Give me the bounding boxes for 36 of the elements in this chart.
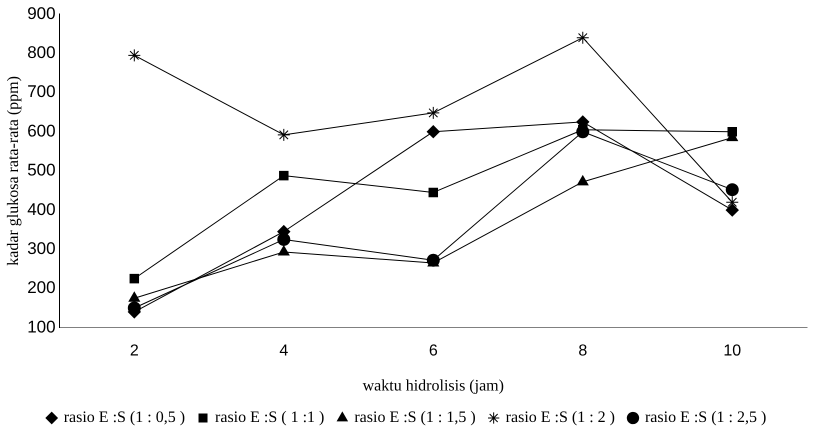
x-tick-label: 6: [428, 342, 438, 360]
x-tick-label: 2: [130, 342, 139, 360]
y-tick-label: 900: [27, 4, 56, 23]
point: [728, 126, 737, 136]
x-tick-label: 8: [578, 342, 588, 360]
point: [277, 128, 290, 142]
y-tick-label: 600: [27, 121, 56, 140]
point: [128, 48, 141, 62]
point: [428, 188, 438, 198]
x-axis-title: waktu hidrolisis (jam): [362, 378, 504, 395]
point: [130, 274, 140, 284]
y-tick-label: 500: [27, 160, 56, 180]
y-tick-label: 200: [27, 278, 56, 298]
point: [426, 106, 440, 120]
point: [726, 196, 739, 209]
legend-label: rasio E :S ( 1 :1 ): [215, 409, 324, 426]
legend-label: rasio E :S (1 : 2 ): [506, 409, 615, 426]
point: [577, 175, 588, 186]
legend-label: rasio E :S (1 : 1,5 ): [354, 409, 476, 426]
point: [279, 170, 289, 180]
point: [576, 31, 590, 44]
point: [726, 183, 739, 196]
x-tick-label: 4: [279, 342, 288, 360]
legend-label: rasio E :S (1 : 0,5 ): [64, 409, 186, 426]
point: [726, 204, 739, 217]
y-axis-title: kadar glukosa rata-rata (ppm): [4, 76, 22, 266]
point: [278, 245, 290, 256]
y-tick-label: 100: [27, 317, 56, 336]
y-tick-label: 700: [27, 82, 56, 102]
point: [426, 125, 440, 138]
y-tick-label: 400: [27, 200, 56, 219]
y-tick-label: 800: [27, 43, 56, 62]
point: [128, 292, 140, 302]
x-tick-label: 10: [723, 342, 742, 360]
legend-label: rasio E :S (1 : 2,5 ): [644, 409, 766, 426]
y-tick-label: 300: [27, 238, 56, 258]
